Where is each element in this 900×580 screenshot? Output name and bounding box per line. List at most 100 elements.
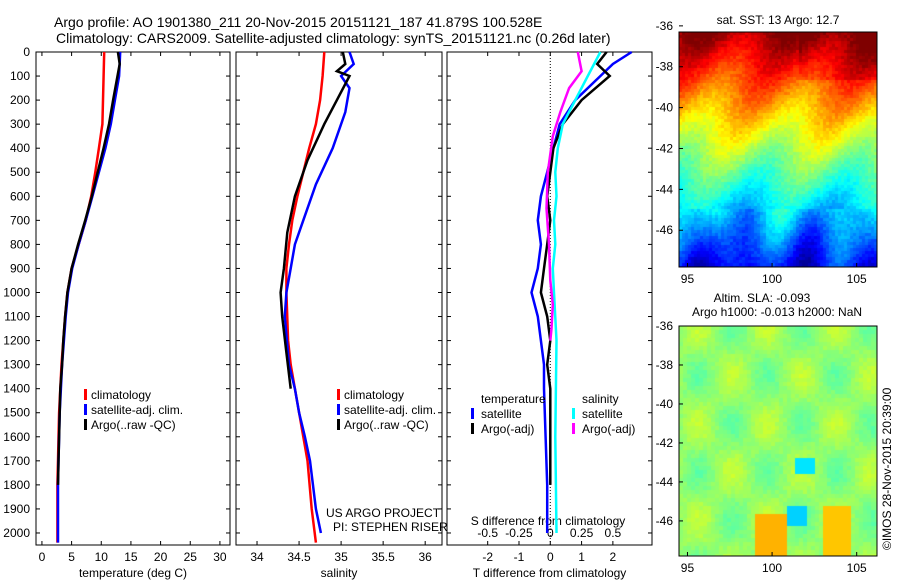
x-tick-label: 100: [762, 561, 782, 575]
series-t-argo-adj-: [539, 51, 612, 485]
s-tick-label: -0.25: [505, 526, 533, 540]
x-tick-label: 1: [578, 550, 585, 564]
legend-swatch: [471, 408, 474, 419]
map-subtitle: Argo h1000: -0.013 h2000: NaN: [692, 305, 862, 319]
legend-label: satellite: [481, 407, 522, 421]
legend-swatch: [337, 419, 340, 430]
axes-box: [446, 51, 653, 546]
legend-header-temperature: temperature: [481, 392, 546, 406]
x-tick-label: 95: [681, 561, 695, 575]
title-line2: Climatology: CARS2009. Satellite-adjuste…: [56, 30, 611, 46]
x-tick-label: 5: [68, 550, 75, 564]
map-title: sat. SST: 13 Argo: 12.7: [717, 13, 840, 27]
legend-label: satellite-adj. clim.: [344, 403, 436, 417]
credit-pi: PI: STEPHEN RISER: [333, 520, 448, 534]
y-tick-label: -40: [656, 397, 674, 411]
x-tick-label: 15: [124, 550, 138, 564]
y-tick-label: 700: [10, 213, 30, 227]
s-tick-label: 0.25: [570, 526, 594, 540]
map-axes-sla: 95 100 105 -36 -38 -40 -42 -44 -46 Altim. SLA: -0…: [656, 291, 878, 575]
y-tick-label: 1100: [4, 310, 30, 324]
y-tick-label: 2000: [3, 526, 30, 540]
x-tick-label: 105: [847, 561, 867, 575]
map-box: [678, 325, 878, 557]
y-tick-label: 1500: [3, 406, 30, 420]
legend-label: Argo(..raw -QC): [344, 418, 429, 432]
map-axes-sst: 95 100 105 -36 -38 -40 -42 -44 -46 sat. SST: 13 A…: [656, 13, 878, 286]
legend-header-salinity: salinity: [582, 392, 619, 406]
y-tick-label: -42: [656, 436, 674, 450]
y-tick-label: 0: [23, 45, 30, 59]
sla-map: [679, 326, 877, 556]
y-tick-label: -38: [656, 358, 674, 372]
y-tick-label: -44: [656, 475, 674, 489]
y-tick-label: 300: [10, 117, 30, 131]
x-tick-label: 100: [762, 272, 782, 286]
title-line1: Argo profile: AO 1901380_211 20-Nov-2015…: [54, 14, 543, 30]
x-tick-label: 35.5: [371, 550, 395, 564]
legend-swatch: [84, 419, 87, 430]
y-tick-label: 1600: [3, 430, 30, 444]
series-s-satellite: [551, 51, 602, 534]
x-tick-label: 25: [184, 550, 198, 564]
x-tick-label: -2: [482, 550, 493, 564]
series-s-argo-adj-: [545, 51, 583, 341]
series-argo-raw-qc-: [56, 51, 121, 485]
y-tick-label: 1900: [3, 502, 30, 516]
legend-swatch: [471, 423, 474, 434]
x-tick-label: 105: [847, 272, 867, 286]
x-tick-label: 30: [213, 550, 227, 564]
legend-swatch: [84, 389, 87, 400]
series-climatology: [285, 51, 326, 543]
y-tick-label: 1300: [3, 358, 30, 372]
map-title: Altim. SLA: -0.093: [714, 291, 811, 305]
y-tick-label: 1700: [3, 454, 30, 468]
legend-swatch: [572, 408, 575, 419]
panel-salinity: 34 34.5 35 35.5 36 salinity climatologysatelli…: [235, 51, 443, 580]
y-tick-label: -46: [656, 514, 674, 528]
x-axis-label: T difference from climatology: [473, 566, 627, 580]
y-tick-label: 100: [10, 69, 30, 83]
panel-difference: -2 -1 0 1 2 T difference from climatology -0.5…: [446, 50, 653, 580]
legend-label: Argo(-adj): [481, 422, 534, 436]
axes-box: [35, 51, 231, 546]
y-tick-label: -46: [656, 223, 674, 237]
x-tick-label: 36: [419, 550, 433, 564]
s-tick-label: -0.5: [477, 526, 498, 540]
y-tick-label: 200: [10, 93, 30, 107]
x-tick-label: 20: [154, 550, 168, 564]
y-tick-label: 600: [10, 189, 30, 203]
y-tick-label: -40: [656, 101, 674, 115]
legend-label: climatology: [344, 388, 404, 402]
legend-label: satellite: [582, 407, 623, 421]
y-tick-label: 400: [10, 141, 30, 155]
y-tick-label: 1200: [3, 334, 30, 348]
legend-swatch: [337, 404, 340, 415]
x-axis-label: salinity: [321, 566, 358, 580]
x-tick-label: 34: [250, 550, 264, 564]
x-tick-label: 0: [547, 550, 554, 564]
legend-swatch: [572, 423, 575, 434]
y-tick-label: -36: [656, 319, 674, 333]
s-tick-label: 0: [547, 526, 554, 540]
x-axis-label: temperature (deg C): [79, 566, 187, 580]
credit-imos: ©IMOS 28-Nov-2015 20:39:00: [880, 387, 894, 550]
y-tick-label: 1800: [3, 478, 30, 492]
y-tick-label: 500: [10, 165, 30, 179]
y-tick-label: -44: [656, 182, 674, 196]
x-tick-label: 2: [610, 550, 617, 564]
x-tick-label: 10: [95, 550, 109, 564]
credit-project: US ARGO PROJECT: [326, 506, 441, 520]
series-argo-raw-qc-: [279, 51, 352, 389]
s-tick-label: 0.5: [605, 526, 622, 540]
legend-label: Argo(..raw -QC): [91, 418, 176, 432]
panel-temperature: 0 5 10 15 20 25 300100200300400500600700800900…: [3, 45, 231, 580]
legend-label: climatology: [91, 388, 151, 402]
x-tick-label: 35: [334, 550, 348, 564]
map-box: [678, 31, 878, 268]
x-tick-label: -1: [514, 550, 525, 564]
y-tick-label: 900: [10, 261, 30, 275]
